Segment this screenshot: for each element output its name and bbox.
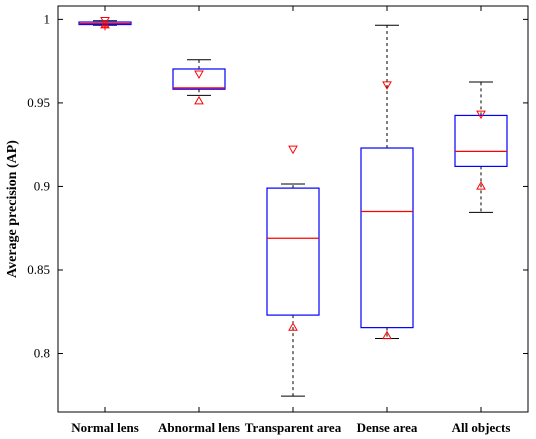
up-triangle-marker [382,330,392,340]
box-group [172,59,226,105]
y-tick-label: 0.8 [34,346,50,361]
box-iqr [360,147,414,329]
box-iqr [266,187,320,316]
down-triangle-marker [100,17,110,26]
box-group [454,81,508,213]
y-axis-ticks: 0.8 0.85 0.9 0.95 1 [27,11,528,361]
box-iqr [172,68,226,90]
box-group [360,24,414,340]
up-triangle-marker [100,19,110,29]
down-triangle-marker [288,145,298,155]
box-iqr [454,114,508,167]
x-category-label: Abnormal lens [158,420,240,435]
down-triangle-marker [382,81,392,90]
down-triangle-marker [194,70,204,80]
y-tick-label: 0.85 [27,262,50,277]
x-category-label: All objects [452,420,511,435]
y-tick-label: 1 [44,11,51,26]
x-category-label: Normal lens [71,420,139,435]
up-triangle-marker [288,322,298,331]
x-category-label: Dense area [357,420,418,435]
box-group [266,145,320,397]
y-tick-label: 0.9 [34,178,50,193]
box-group [78,17,132,31]
down-triangle-marker [476,110,486,120]
x-category-label: Transparent area [245,420,342,435]
x-axis-ticks: Normal lens Abnormal lens Transparent area… [71,6,510,435]
y-tick-label: 0.95 [27,95,50,110]
up-triangle-marker [476,181,486,190]
y-axis-title: Average precision (AP) [5,140,20,278]
up-triangle-marker [194,95,204,105]
box-series [78,17,508,397]
